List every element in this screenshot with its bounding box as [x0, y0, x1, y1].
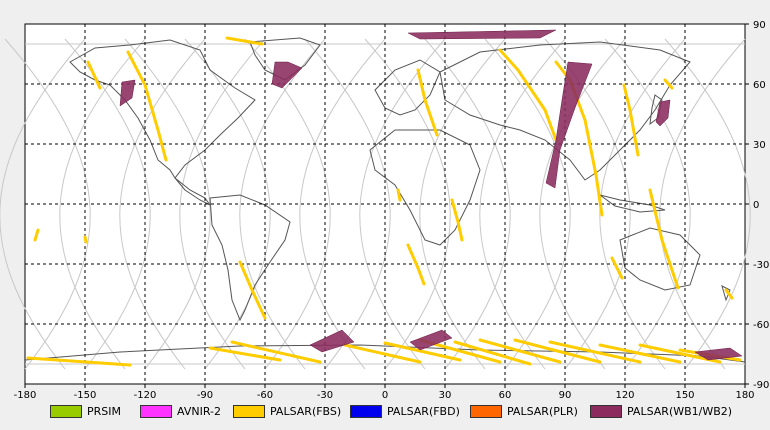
legend-item-palsar-wb: PALSAR(WB1/WB2) — [590, 404, 732, 418]
legend-swatch — [590, 404, 622, 418]
legend-item-palsar-plr: PALSAR(PLR) — [470, 404, 578, 418]
x-tick-label: -90 — [197, 390, 213, 398]
legend-swatch — [470, 404, 502, 418]
legend-label: PRSIM — [87, 404, 121, 418]
palsar-wb-swaths — [119, 29, 743, 361]
y-tick-label: 60 — [753, 80, 766, 91]
x-tick-label: -120 — [134, 390, 157, 398]
palsar-fbs-swaths — [26, 36, 742, 367]
x-tick-label: -150 — [74, 390, 97, 398]
legend-swatch — [50, 404, 82, 418]
legend-label: PALSAR(FBD) — [387, 404, 460, 418]
legend-label: PALSAR(WB1/WB2) — [627, 404, 733, 418]
legend-swatch — [350, 404, 382, 418]
y-tick-label: -60 — [753, 320, 769, 331]
coverage-map: -180 -150 -120 -90 -60 -30 0 30 60 90 120 150 180 90… — [0, 20, 769, 398]
x-tick-label: 180 — [735, 390, 754, 398]
legend-item-palsar-fbd: PALSAR(FBD) — [350, 404, 460, 418]
x-axis: -180 -150 -120 -90 -60 -30 0 30 60 90 120 150 180 — [14, 384, 755, 398]
legend: PRSIM AVNIR-2 PALSAR(FBS) PALSAR(FBD) PA… — [0, 398, 770, 430]
x-tick-label: -60 — [257, 390, 273, 398]
y-tick-label: 0 — [753, 200, 759, 211]
x-tick-label: 30 — [439, 390, 452, 398]
x-tick-label: -30 — [317, 390, 333, 398]
x-tick-label: 120 — [615, 390, 634, 398]
x-tick-label: 90 — [559, 390, 572, 398]
legend-swatch — [140, 404, 172, 418]
x-tick-label: 0 — [382, 390, 388, 398]
x-tick-label: -180 — [14, 390, 37, 398]
y-axis: 90 60 30 0 -30 -60 -90 — [745, 20, 769, 391]
legend-label: PALSAR(PLR) — [507, 404, 578, 418]
legend-item-avnir2: AVNIR-2 — [140, 404, 221, 418]
x-tick-label: 150 — [675, 390, 694, 398]
legend-swatch — [233, 404, 265, 418]
legend-item-palsar-fbs: PALSAR(FBS) — [233, 404, 341, 418]
y-tick-label: -30 — [753, 260, 769, 271]
y-tick-label: 30 — [753, 140, 766, 151]
legend-item-prism: PRSIM — [50, 404, 121, 418]
y-tick-label: 90 — [753, 20, 766, 31]
legend-label: PALSAR(FBS) — [270, 404, 342, 418]
x-tick-label: 60 — [499, 390, 512, 398]
y-tick-label: -90 — [753, 380, 769, 391]
legend-label: AVNIR-2 — [177, 404, 221, 418]
